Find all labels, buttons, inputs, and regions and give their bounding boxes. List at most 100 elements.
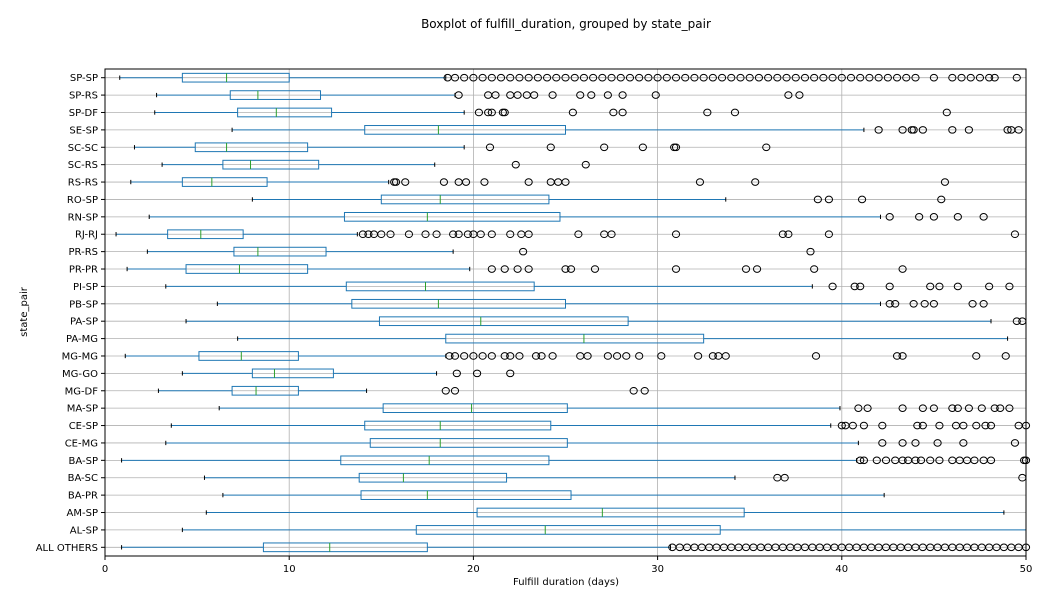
x-axis-label: Fulfill duration (days)	[513, 577, 619, 588]
outlier-point	[432, 230, 441, 239]
outlier-point	[640, 386, 649, 395]
y-tick-label: AM-SP	[67, 508, 98, 519]
outlier-point	[828, 282, 837, 291]
outlier-point	[892, 73, 902, 82]
outlier-point	[1001, 352, 1010, 360]
box	[198, 351, 299, 361]
outlier-point	[898, 265, 907, 273]
outlier-point	[909, 126, 918, 134]
outlier-point	[911, 439, 920, 447]
outlier-point	[524, 230, 533, 239]
outlier-point	[377, 230, 386, 239]
outlier-point	[892, 352, 902, 360]
outlier-point	[581, 160, 590, 169]
box	[351, 298, 566, 309]
outlier-point	[589, 73, 598, 82]
outlier-point	[898, 456, 907, 465]
outlier-point	[948, 73, 957, 82]
outlier-point	[929, 213, 939, 221]
outlier-point	[607, 73, 616, 82]
outlier-point	[618, 108, 627, 117]
outlier-point	[953, 404, 962, 412]
outlier-point	[878, 439, 887, 447]
outlier-point	[929, 404, 939, 412]
outlier-point	[694, 352, 703, 360]
outlier-point	[782, 73, 791, 82]
outlier-point	[898, 352, 907, 360]
outlier-point	[651, 91, 660, 99]
outlier-point	[968, 300, 977, 308]
outlier-point	[791, 73, 800, 82]
outlier-point	[959, 421, 968, 430]
outlier-point	[898, 404, 907, 412]
outlier-point	[653, 73, 662, 82]
outlier-point	[837, 73, 846, 82]
outlier-point	[618, 91, 627, 99]
outlier-point	[751, 178, 760, 186]
outlier-point	[644, 73, 653, 82]
outlier-point	[445, 352, 454, 360]
outlier-point	[546, 143, 555, 152]
outlier-point	[806, 247, 815, 256]
box	[181, 177, 268, 187]
outlier-point	[454, 91, 463, 99]
box	[378, 316, 629, 327]
outlier-point	[948, 404, 957, 412]
y-tick-label: SC-RS	[68, 160, 98, 171]
outlier-point	[524, 265, 533, 273]
outlier-point	[985, 282, 994, 291]
outlier-point	[548, 352, 557, 360]
outlier-point	[745, 73, 754, 82]
y-tick-label: MG-GO	[62, 369, 98, 380]
outlier-point	[609, 108, 618, 117]
outlier-point	[487, 108, 496, 117]
outlier-point	[612, 352, 622, 360]
outlier-point	[865, 73, 874, 82]
x-tick-label: 20	[467, 564, 480, 575]
box	[231, 385, 299, 396]
outlier-point	[386, 230, 395, 239]
outlier-point	[461, 178, 471, 186]
outlier-point	[574, 230, 583, 239]
y-tick-label: AL-SP	[70, 525, 98, 536]
box	[360, 490, 572, 500]
y-tick-label: RN-SP	[68, 212, 98, 223]
outlier-point	[754, 73, 764, 82]
outlier-point	[933, 439, 942, 447]
box	[364, 125, 566, 135]
box	[167, 229, 244, 240]
outlier-point	[764, 73, 773, 82]
outlier-point	[929, 300, 939, 308]
outlier-point	[561, 265, 570, 273]
outlier-point	[524, 73, 533, 82]
box	[476, 507, 745, 518]
outlier-point	[975, 73, 985, 82]
outlier-point	[819, 73, 828, 82]
outlier-point	[918, 126, 927, 134]
outlier-point	[487, 352, 496, 360]
box	[222, 159, 320, 170]
outlier-point	[487, 265, 496, 273]
outlier-point	[784, 91, 793, 99]
outlier-point	[953, 213, 962, 221]
outlier-point	[552, 73, 561, 82]
outlier-point	[657, 352, 666, 360]
outlier-point	[762, 143, 771, 152]
outlier-point	[990, 404, 999, 412]
outlier-point	[752, 265, 762, 273]
y-tick-label: PA-MG	[66, 334, 98, 345]
outlier-point	[404, 230, 414, 239]
outlier-point	[703, 108, 712, 117]
outlier-point	[690, 73, 699, 82]
outlier-point	[878, 421, 887, 430]
outlier-point	[859, 456, 869, 465]
outlier-point	[487, 230, 496, 239]
outlier-point	[699, 73, 708, 82]
outlier-point	[1003, 126, 1012, 134]
x-tick-label: 0	[102, 564, 108, 575]
outlier-point	[681, 73, 690, 82]
outlier-point	[948, 126, 957, 134]
outlier-point	[364, 230, 373, 239]
y-tick-label: PR-PR	[69, 265, 98, 276]
